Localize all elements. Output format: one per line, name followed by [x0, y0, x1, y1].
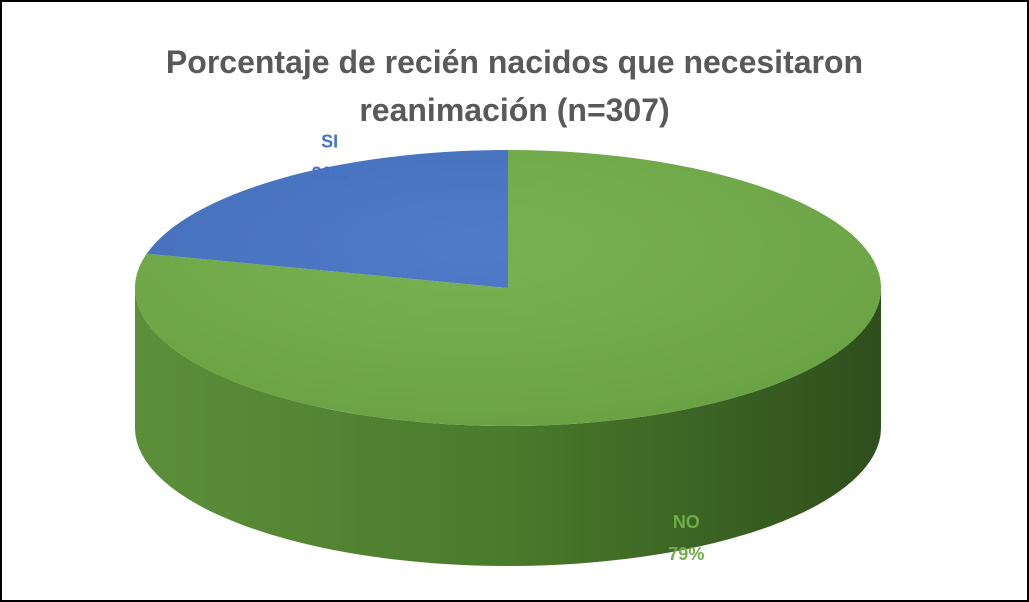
pie-side	[135, 288, 881, 566]
data-label-category: NO	[673, 512, 700, 532]
data-label-value: 79%	[668, 544, 704, 564]
data-label-category: SI	[321, 131, 338, 151]
data-label-value: 21%	[312, 163, 348, 183]
chart-title: Porcentaje de recién nacidos que necesit…	[165, 44, 864, 128]
